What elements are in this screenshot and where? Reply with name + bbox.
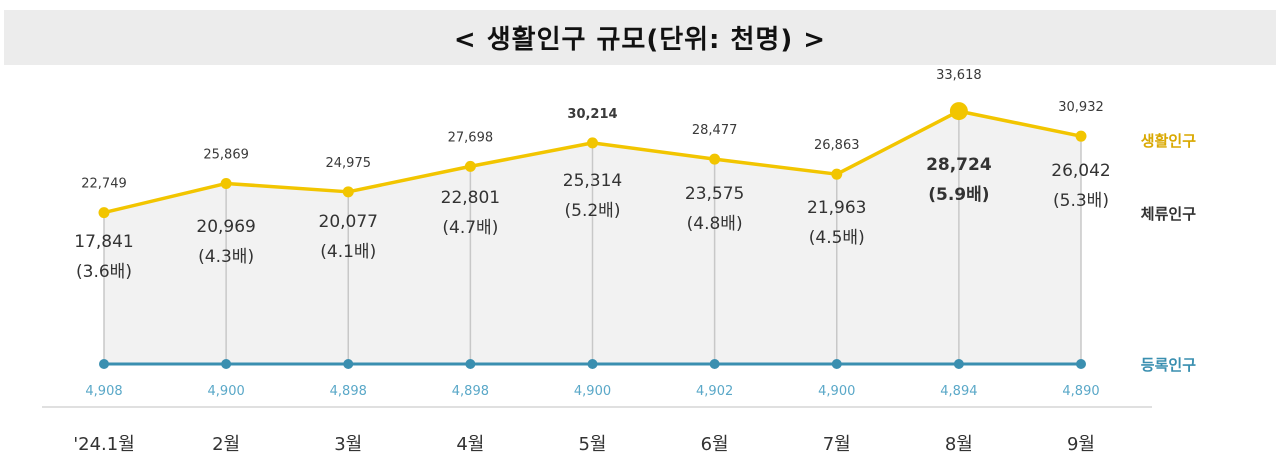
stay-ratio-label-9: (5.3배) <box>1053 191 1109 211</box>
registered-value-label-7: 4,900 <box>818 384 855 399</box>
stay-ratio-label-1: (3.6배) <box>76 262 132 282</box>
living-point-1 <box>98 207 110 219</box>
registered-value-label-4: 4,898 <box>452 384 489 399</box>
living-point-6 <box>709 153 721 165</box>
living-value-label-1: 22,749 <box>81 177 127 192</box>
x-tick-label-9: 9월 <box>1067 434 1095 455</box>
registered-point-3 <box>343 359 354 369</box>
living-value-label-2: 25,869 <box>203 147 249 162</box>
stay-ratio-label-2: (4.3배) <box>198 247 254 267</box>
x-tick-label-1: '24.1월 <box>73 434 135 455</box>
registered-point-1 <box>99 359 109 369</box>
x-tick-label-6: 6월 <box>701 434 729 455</box>
stay-value-label-5: 25,314 <box>563 171 622 191</box>
registered-value-label-8: 4,894 <box>940 384 977 399</box>
stay-ratio-label-5: (5.2배) <box>565 201 621 221</box>
registered-point-8 <box>953 359 964 369</box>
stay-ratio-label-4: (4.7배) <box>442 218 498 238</box>
living-value-label-6: 28,477 <box>692 123 738 138</box>
stay-ratio-label-7: (4.5배) <box>809 228 865 248</box>
living-point-5 <box>587 137 598 149</box>
legend-living-population: 생활인구 <box>1141 132 1196 150</box>
stay-value-label-8: 28,724 <box>926 155 992 175</box>
registered-value-label-3: 4,898 <box>330 384 367 399</box>
chart-title-bar: < 생활인구 규모(단위: 천명) > <box>4 10 1276 65</box>
registered-point-5 <box>587 359 598 369</box>
x-tick-label-3: 3월 <box>334 434 362 455</box>
stay-ratio-label-6: (4.8배) <box>687 214 743 234</box>
stay-value-label-1: 17,841 <box>74 232 133 252</box>
x-tick-label-2: 2월 <box>212 434 240 455</box>
living-point-3 <box>342 186 354 198</box>
stay-value-label-3: 20,077 <box>319 212 378 232</box>
stay-ratio-label-8: (5.9배) <box>928 185 989 205</box>
x-tick-label-4: 4월 <box>456 434 484 455</box>
living-point-7 <box>831 168 843 180</box>
living-point-9 <box>1075 130 1087 142</box>
registered-point-4 <box>465 359 476 369</box>
stay-value-label-4: 22,801 <box>441 188 500 208</box>
registered-point-6 <box>709 359 720 369</box>
x-tick-label-8: 8월 <box>945 434 973 455</box>
stay-value-label-7: 21,963 <box>807 198 866 218</box>
x-tick-label-7: 7월 <box>823 434 851 455</box>
registered-point-7 <box>831 359 842 369</box>
living-value-label-7: 26,863 <box>814 138 860 153</box>
living-value-label-3: 24,975 <box>326 156 372 171</box>
x-tick-label-5: 5월 <box>578 434 606 455</box>
living-value-label-5: 30,214 <box>567 107 617 122</box>
registered-point-9 <box>1076 359 1086 369</box>
living-value-label-9: 30,932 <box>1058 100 1104 115</box>
living-point-8 <box>949 102 968 121</box>
registered-value-label-6: 4,902 <box>696 384 733 399</box>
stay-value-label-2: 20,969 <box>196 217 255 237</box>
living-point-4 <box>464 160 476 172</box>
stay-value-label-9: 26,042 <box>1051 161 1110 181</box>
legend-stay-population: 체류인구 <box>1141 205 1196 223</box>
living-value-label-4: 27,698 <box>448 130 494 145</box>
registered-value-label-1: 4,908 <box>85 384 122 399</box>
legend-registered-population: 등록인구 <box>1141 356 1196 374</box>
chart-title: < 생활인구 규모(단위: 천명) > <box>453 25 827 55</box>
living-point-2 <box>220 177 232 189</box>
stay-value-label-6: 23,575 <box>685 184 744 204</box>
registered-value-label-2: 4,900 <box>208 384 245 399</box>
registered-value-label-9: 4,890 <box>1062 384 1099 399</box>
stay-ratio-label-3: (4.1배) <box>320 242 376 262</box>
registered-value-label-5: 4,900 <box>574 384 611 399</box>
registered-point-2 <box>221 359 232 369</box>
living-value-label-8: 33,618 <box>936 68 982 83</box>
